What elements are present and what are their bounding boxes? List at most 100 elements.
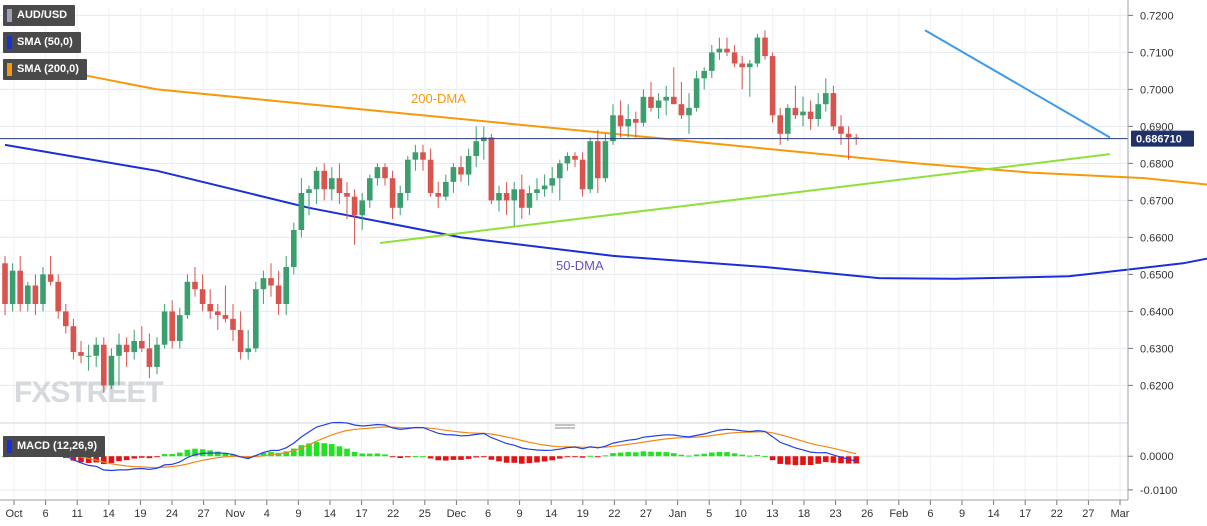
macd-histogram-bar — [161, 454, 168, 457]
macd-histogram-bar — [313, 442, 320, 457]
macd-badge[interactable]: MACD (12,26,9) — [3, 436, 106, 457]
x-tick-label: 6 — [43, 508, 49, 520]
macd-histogram-bar — [754, 454, 761, 457]
y-tick-label: 0.7100 — [1140, 47, 1174, 59]
macd-histogram-bar — [291, 448, 297, 457]
macd-histogram-bar — [678, 454, 685, 457]
macd-histogram-bar — [275, 452, 282, 457]
macd-histogram-bar — [283, 451, 289, 457]
macd-histogram-bar — [329, 444, 335, 457]
macd-tick-label: 0.0000 — [1140, 451, 1174, 463]
candle-body — [253, 289, 259, 349]
macd-histogram-bar — [481, 456, 487, 458]
x-tick-label: 13 — [766, 508, 778, 520]
macd-histogram-bar — [595, 456, 601, 458]
candle-body — [139, 341, 145, 349]
macd-histogram-bar — [655, 451, 662, 457]
macd-histogram-bar — [526, 456, 533, 464]
macd-histogram-bar — [534, 456, 540, 463]
sma50-badge[interactable]: SMA (50,0) — [3, 32, 81, 53]
candle-body — [412, 152, 419, 160]
candle-body — [838, 126, 844, 134]
macd-histogram-bar — [671, 453, 677, 457]
macd-histogram-bar — [169, 454, 175, 457]
candle-body — [329, 178, 335, 190]
macd-histogram-bar — [336, 446, 343, 457]
macd-swatch-icon — [7, 440, 12, 453]
x-tick-label: 4 — [264, 508, 270, 520]
macd-histogram-bar — [701, 453, 707, 457]
macd-histogram-bar — [70, 456, 77, 461]
macd-histogram-bar — [222, 452, 229, 457]
candle-body — [237, 329, 244, 353]
candle-body — [161, 311, 168, 345]
candle-body — [192, 281, 198, 290]
candle-body — [496, 193, 502, 201]
sma200-badge[interactable]: SMA (200,0) — [3, 59, 87, 80]
candle-body — [595, 141, 601, 179]
x-tick-label: 24 — [166, 508, 178, 520]
candle-body — [458, 167, 464, 175]
candle-body — [9, 270, 16, 304]
macd-axis: 0.0000 -0.0100 — [1128, 451, 1177, 497]
x-tick-label: Dec — [447, 508, 467, 520]
sma200-line — [4, 58, 1207, 186]
macd-histogram-bar — [739, 454, 745, 457]
macd-histogram-bar — [260, 452, 267, 457]
resistance-trendline — [924, 29, 1111, 139]
candle-body — [602, 141, 609, 179]
macd-histogram-bar — [610, 453, 616, 457]
macd-histogram-bar — [693, 454, 700, 457]
macd-histogram-bar — [351, 451, 358, 457]
macd-histogram-bar — [177, 452, 183, 457]
candle-body — [541, 185, 548, 190]
macd-histogram-bar — [199, 449, 206, 457]
candle-body — [298, 193, 305, 230]
macd-histogram-bar — [762, 455, 768, 457]
macd-histogram-bar — [184, 449, 191, 457]
candle-body — [610, 115, 616, 142]
candle-body — [762, 37, 768, 57]
macd-histogram-bar — [215, 451, 221, 457]
candle-body — [769, 56, 776, 116]
macd-histogram-bar — [724, 452, 730, 457]
macd-histogram-bar — [344, 448, 350, 457]
candle-body — [777, 115, 783, 134]
candle-body — [671, 96, 677, 105]
macd-histogram-bar — [359, 453, 365, 457]
candle-body — [313, 170, 320, 190]
candle-body — [85, 355, 92, 357]
x-tick-label: 22 — [387, 508, 399, 520]
macd-histogram-bar — [420, 456, 426, 458]
x-tick-label: 19 — [577, 508, 589, 520]
macd-histogram-bar — [488, 456, 495, 460]
candle-body — [397, 193, 403, 208]
y-tick-label: 0.6400 — [1140, 306, 1174, 318]
x-tick-label: 14 — [103, 508, 115, 520]
candles — [2, 30, 859, 393]
x-tick-label: Nov — [225, 508, 245, 520]
macd-histogram-bar — [405, 456, 411, 458]
candle-body — [625, 119, 631, 127]
candle-body — [633, 119, 639, 123]
candle-body — [382, 167, 388, 179]
time-axis: Oct 6 11 14 19 24 27 Nov 4 9 14 17 22 25 Dec 6 9 14 19 22 27… — [0, 499, 1130, 520]
macd-histogram-bar — [473, 456, 479, 458]
macd-tick-label: -0.0100 — [1140, 485, 1177, 497]
current-price-tag: 0.686710 — [1131, 130, 1194, 147]
macd-histogram-bar — [731, 453, 738, 457]
macd-histogram-bar — [85, 456, 92, 464]
macd-histogram-bar — [374, 453, 381, 457]
x-tick-label: 22 — [1051, 508, 1063, 520]
macd-histogram-bar — [579, 456, 586, 458]
symbol-badge[interactable]: AUD/USD — [3, 5, 76, 26]
y-tick-label: 0.6900 — [1140, 121, 1174, 133]
candle-body — [405, 159, 411, 193]
sma50-swatch-icon — [7, 36, 12, 49]
candle-body — [283, 267, 289, 304]
candle-body — [572, 156, 578, 160]
macd-histogram-bar — [709, 452, 715, 457]
macd-histogram-bar — [412, 456, 419, 458]
macd-histogram-bar — [823, 456, 829, 463]
